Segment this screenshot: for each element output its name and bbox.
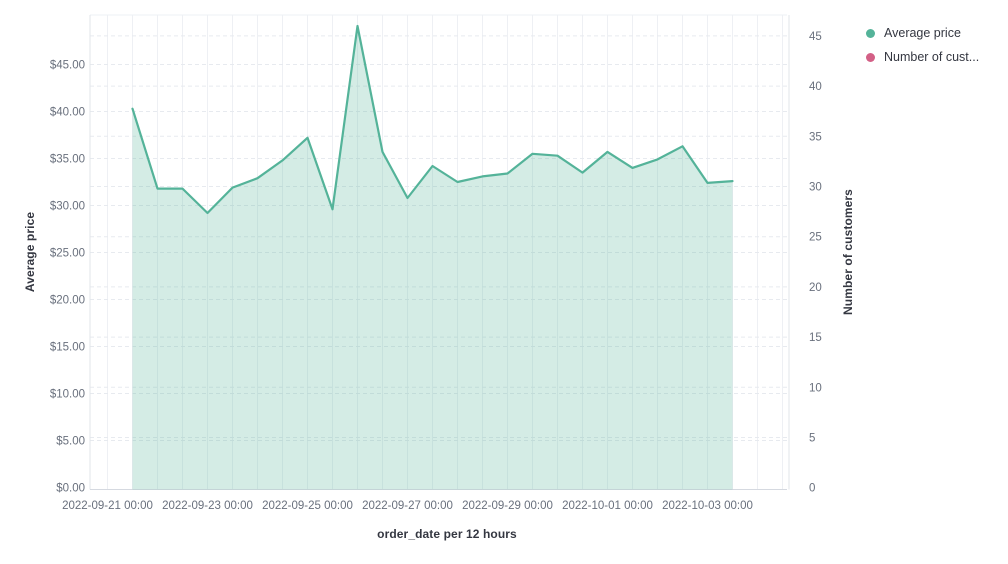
x-axis-tick-label: 2022-09-25 00:00 xyxy=(262,500,353,512)
y-axis-right-tick-label: 5 xyxy=(809,433,815,445)
y-axis-right-tick-label: 25 xyxy=(809,232,822,244)
y-axis-right-tick-label: 30 xyxy=(809,182,822,194)
y-axis-left-tick-label: $0.00 xyxy=(56,483,85,495)
y-axis-right-tick-label: 45 xyxy=(809,31,822,43)
x-axis-tick-label: 2022-09-29 00:00 xyxy=(462,500,553,512)
x-axis-tick-label: 2022-09-21 00:00 xyxy=(62,500,153,512)
x-axis-title: order_date per 12 hours xyxy=(377,527,517,541)
y-axis-right-tick-label: 20 xyxy=(809,282,822,294)
y-axis-left-tick-label: $20.00 xyxy=(50,295,85,307)
average-price-area xyxy=(132,26,733,490)
y-axis-left-tick-label: $5.00 xyxy=(56,436,85,448)
x-axis-tick-label: 2022-10-03 00:00 xyxy=(662,500,753,512)
y-axis-right-title: Number of customers xyxy=(841,189,855,315)
y-axis-right-tick-label: 15 xyxy=(809,332,822,344)
y-axis-right-tick-label: 40 xyxy=(809,81,822,93)
legend-item-label: Number of cust... xyxy=(884,50,980,64)
legend: Average price Number of cust... xyxy=(866,26,979,64)
legend-item-label: Average price xyxy=(884,26,961,40)
y-axis-left-tick-label: $45.00 xyxy=(50,60,85,72)
y-axis-left-tick-label: $25.00 xyxy=(50,248,85,260)
series-color-dot-icon xyxy=(866,52,875,62)
y-axis-left-tick-label: $30.00 xyxy=(50,201,85,213)
y-axis-right-tick-label: 10 xyxy=(809,382,822,394)
series-color-dot-icon xyxy=(866,28,875,38)
y-axis-left-tick-label: $35.00 xyxy=(50,154,85,166)
y-axis-left-tick-label: $10.00 xyxy=(50,389,85,401)
legend-item-number-of-customers[interactable]: Number of cust... xyxy=(866,50,979,64)
y-axis-right-tick-label: 0 xyxy=(809,483,815,495)
x-axis-tick-label: 2022-09-27 00:00 xyxy=(362,500,453,512)
y-axis-left-tick-label: $15.00 xyxy=(50,342,85,354)
legend-item-average-price[interactable]: Average price xyxy=(866,26,979,40)
y-axis-left-tick-label: $40.00 xyxy=(50,107,85,119)
y-axis-left-title: Average price xyxy=(23,211,37,293)
average-price-line xyxy=(131,24,734,215)
y-axis-right-tick-label: 35 xyxy=(809,131,822,143)
x-axis-tick-label: 2022-10-01 00:00 xyxy=(562,500,653,512)
x-axis-tick-label: 2022-09-23 00:00 xyxy=(162,500,253,512)
